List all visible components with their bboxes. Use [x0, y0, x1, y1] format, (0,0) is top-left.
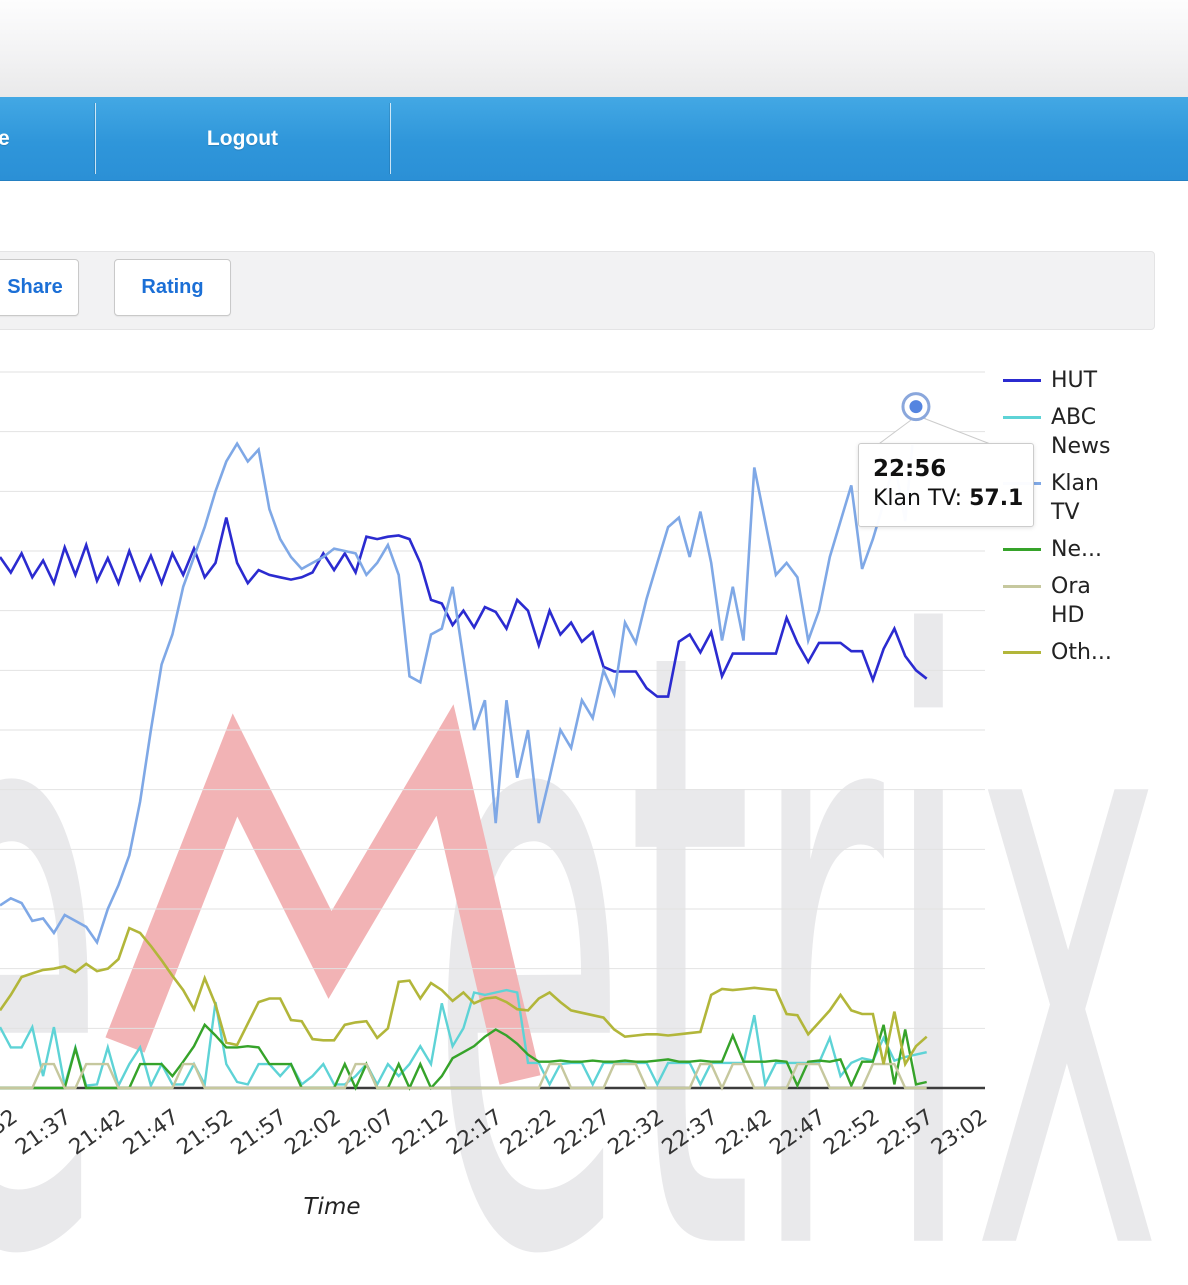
legend-swatch-icon [1003, 379, 1041, 382]
nav-item-logout[interactable]: Logout [95, 97, 390, 180]
tooltip-value: 57.1 [969, 486, 1024, 511]
legend-item-ne-[interactable]: Ne... [1003, 535, 1153, 564]
legend-swatch-icon [1003, 548, 1041, 551]
chart-tooltip: 22:56 Klan TV: 57.1 [858, 443, 1034, 527]
legend-label: HUT [1051, 368, 1098, 393]
nav-divider [390, 103, 391, 174]
legend-item-hut[interactable]: HUT [1003, 366, 1153, 395]
watermark-red-m-icon [105, 704, 541, 1085]
series-line-klan-tv [0, 402, 928, 946]
legend-swatch-icon [1003, 651, 1041, 654]
series-line-ne- [0, 1022, 927, 1091]
legend-label: Ne... [1051, 537, 1102, 562]
series-line-hut [0, 517, 928, 698]
tooltip-time: 22:56 [873, 456, 947, 482]
legend-item-ora-hd[interactable]: Ora HD [1003, 572, 1153, 630]
series-line-ora-hd [0, 1062, 927, 1091]
chart-canvas: eetrix21:3221:3721:4221:4721:5221:5722:0… [0, 371, 1162, 1285]
hover-marker-dot [909, 400, 923, 414]
nav-item-logout-label: Logout [206, 126, 279, 150]
main-navbar: e Logout [0, 97, 1188, 181]
nav-divider [95, 103, 96, 174]
x-tick-label: 21:47 [119, 1104, 184, 1160]
legend-label: Ora HD [1051, 574, 1091, 628]
chart-toolbar: Share Rating [0, 251, 1155, 330]
x-axis-title: Time [304, 1194, 361, 1220]
watermark-letters-etrix: etrix [430, 475, 1162, 1280]
rating-button[interactable]: Rating [114, 259, 231, 316]
legend-swatch-icon [1003, 416, 1041, 419]
share-button[interactable]: Share [0, 259, 79, 316]
legend-label: Oth... [1051, 640, 1112, 665]
nav-item-partial-label: e [0, 126, 10, 150]
legend-label: ABC News [1051, 405, 1111, 459]
nav-item-partial[interactable]: e [0, 97, 28, 180]
x-tick-label: 21:52 [173, 1104, 238, 1160]
x-tick-label: 21:57 [227, 1104, 292, 1160]
tooltip-callout [876, 415, 993, 446]
watermark-letter-e: e [0, 475, 105, 1280]
legend-item-oth-[interactable]: Oth... [1003, 638, 1153, 667]
legend-swatch-icon [1003, 585, 1041, 588]
x-tick-label: 22:07 [334, 1104, 399, 1160]
legend-label: Klan TV [1051, 471, 1099, 525]
page-header [0, 0, 1188, 97]
x-tick-label: 22:02 [280, 1104, 345, 1160]
series-line-oth- [0, 926, 928, 1068]
tooltip-series-label: Klan TV: [873, 486, 963, 511]
tooltip-value-row: Klan TV: 57.1 [873, 484, 1023, 514]
legend-item-abc-news[interactable]: ABC News [1003, 403, 1153, 461]
series-line-abc-news [0, 988, 927, 1089]
watermark-text-group: eetrix [0, 475, 1162, 1285]
